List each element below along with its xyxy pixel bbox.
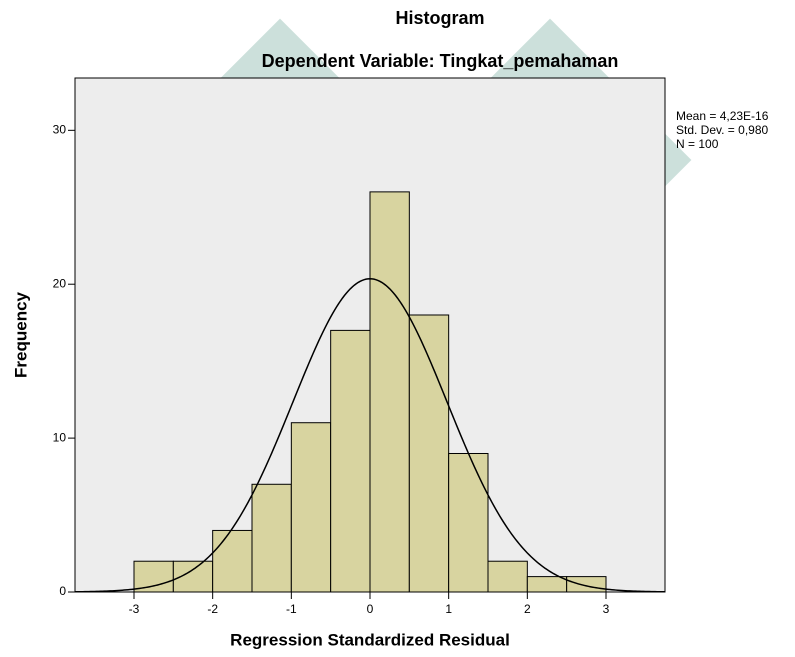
bar <box>449 453 488 592</box>
stats-label: Mean = 4,23E-16 <box>676 109 769 123</box>
chart-title: Histogram <box>395 8 484 28</box>
y-axis-label: Frequency <box>11 291 30 378</box>
bar <box>252 484 291 592</box>
bar <box>527 577 566 592</box>
bar <box>488 561 527 592</box>
bar <box>213 530 252 592</box>
x-tick-label: 1 <box>445 602 452 616</box>
bar <box>370 192 409 592</box>
x-tick-label: 2 <box>524 602 531 616</box>
stats-label: Std. Dev. = 0,980 <box>676 123 768 137</box>
chart: Histogram Dependent Variable: Tingkat_pe… <box>0 0 795 657</box>
bar <box>567 577 606 592</box>
stats-label: N = 100 <box>676 137 719 151</box>
chart-subtitle: Dependent Variable: Tingkat_pemahaman <box>262 51 619 71</box>
x-tick-label: -1 <box>286 602 297 616</box>
bar <box>134 561 173 592</box>
y-tick-label: 20 <box>53 276 67 290</box>
x-tick-label: -2 <box>207 602 218 616</box>
y-tick-label: 10 <box>53 430 67 444</box>
x-tick-label: 3 <box>603 602 610 616</box>
x-axis-label: Regression Standardized Residual <box>230 630 510 649</box>
bar <box>291 423 330 592</box>
x-tick-label: 0 <box>367 602 374 616</box>
y-tick-label: 0 <box>59 584 66 598</box>
x-tick-label: -3 <box>129 602 140 616</box>
bar <box>331 330 370 592</box>
y-tick-label: 30 <box>53 122 67 136</box>
